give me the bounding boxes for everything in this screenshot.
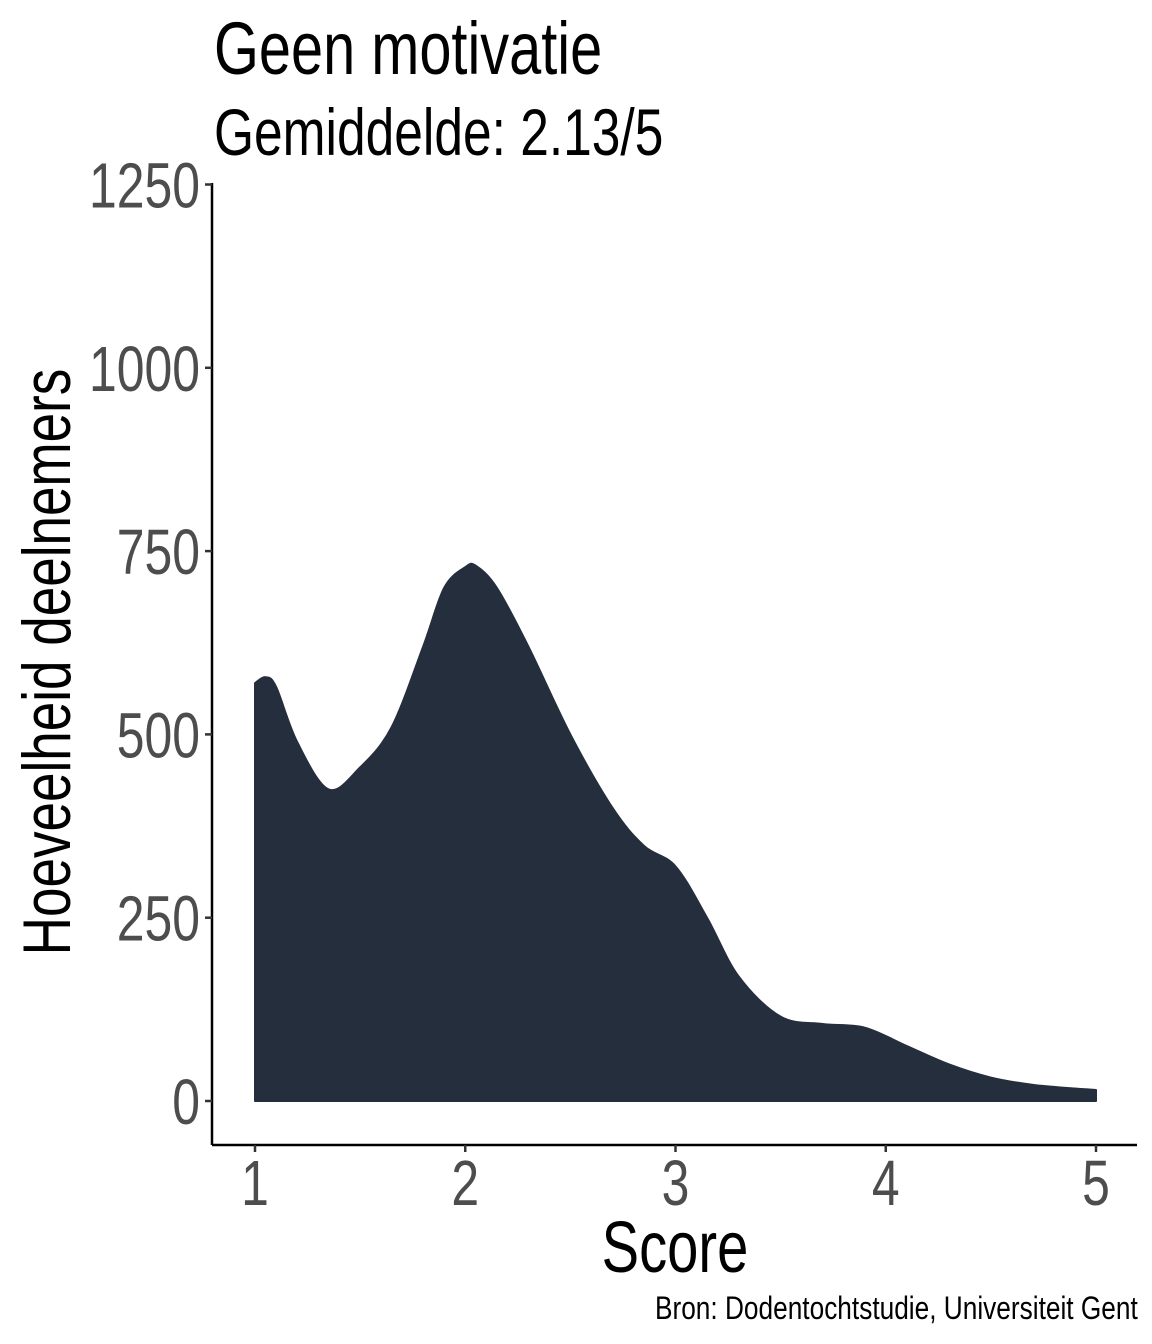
tick-labels: 0 250 500 750 1000 1250 1 2 3 4 5 xyxy=(89,151,1110,1220)
chart-title: Geen motivatie xyxy=(214,7,603,90)
chart-subtitle: Gemiddelde: 2.13/5 xyxy=(214,95,664,169)
y-tick-label: 750 xyxy=(117,517,200,588)
x-tick-label: 5 xyxy=(1082,1148,1110,1219)
x-tick-label: 1 xyxy=(241,1148,269,1219)
x-axis-title: Score xyxy=(602,1207,749,1287)
density-area xyxy=(254,562,1097,1102)
x-tick-label: 4 xyxy=(872,1148,900,1219)
axes xyxy=(205,183,1137,1152)
y-tick-label: 0 xyxy=(172,1067,200,1138)
y-axis-title: Hoeveelheid deelnemers xyxy=(9,369,85,956)
y-tick-label: 250 xyxy=(117,884,200,955)
x-tick-label: 3 xyxy=(662,1148,690,1219)
plot-area xyxy=(254,562,1097,1102)
y-tick-label: 1000 xyxy=(89,334,200,405)
y-tick-label: 1250 xyxy=(89,151,200,222)
source-caption: Bron: Dodentochtstudie, Universiteit Gen… xyxy=(655,1290,1138,1326)
x-tick-label: 2 xyxy=(451,1148,479,1219)
y-tick-label: 500 xyxy=(117,701,200,772)
